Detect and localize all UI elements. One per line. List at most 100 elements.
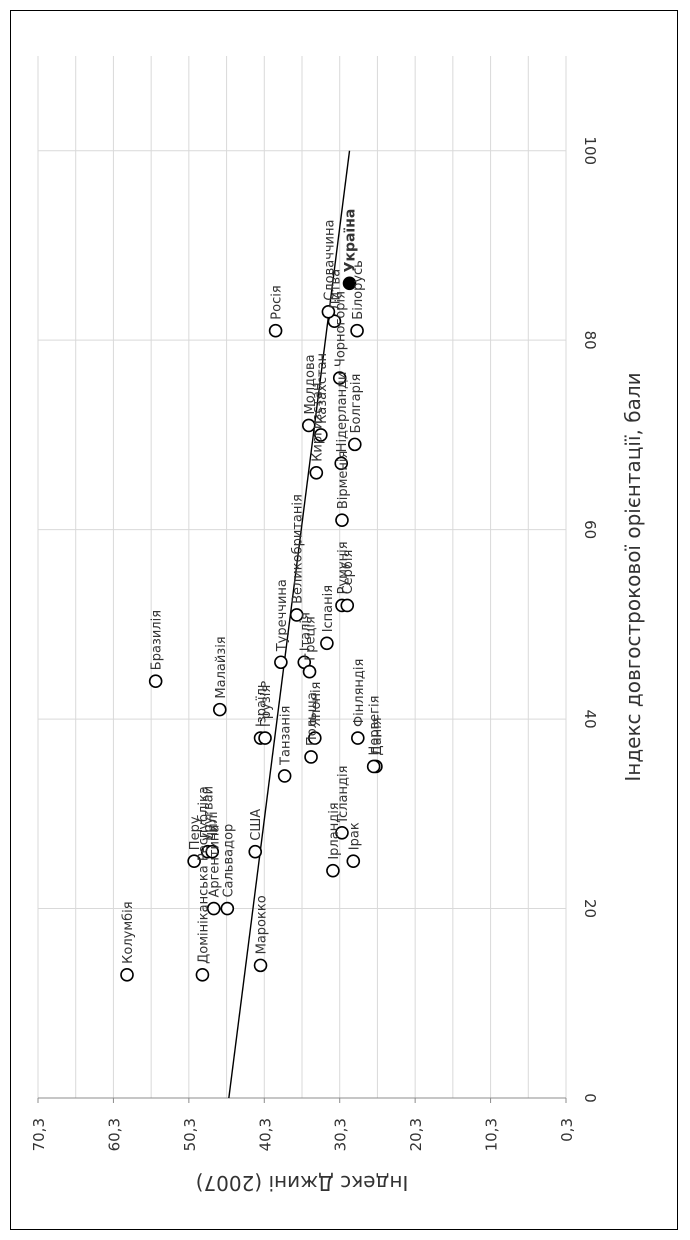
axis-titles: Індекс довгострокової орієнтації, бали Ін…	[196, 372, 645, 1195]
data-point-label: Греція	[304, 616, 319, 660]
data-point	[332, 371, 347, 385]
point-labels: Колумбія Бразилія Малайзія Домініканська Ре…	[121, 209, 385, 964]
data-point	[195, 968, 210, 982]
tick-labels: 0,3 10,3 20,3 30,3 40,3 50,3 60,3 70,3 0 20 40 60 80…	[30, 136, 599, 1151]
data-point	[274, 655, 288, 670]
data-point	[314, 428, 328, 442]
data-point-label: Італія	[298, 612, 313, 651]
grid-lines	[37, 56, 567, 1099]
data-point-label: Чорногорія	[334, 291, 349, 367]
data-point	[334, 456, 349, 471]
data-point-label: Нідерланди	[335, 371, 350, 452]
data-point	[302, 664, 317, 679]
data-point	[289, 608, 304, 622]
data-point-label: Перу	[188, 816, 203, 850]
data-point-label: Колумбія	[121, 901, 136, 963]
data-point	[351, 731, 365, 745]
data-point-label: Україна	[343, 209, 359, 273]
y-tick-label: 60,3	[105, 1118, 123, 1151]
data-point	[309, 465, 324, 480]
data-point	[120, 968, 134, 982]
data-point-label: Уругвай	[202, 786, 217, 841]
data-point	[205, 844, 220, 859]
data-point	[277, 769, 292, 783]
data-point-label: Великобританія	[291, 494, 306, 604]
x-tick-label: 60	[581, 520, 599, 539]
data-point-label: Бразилія	[150, 610, 165, 670]
y-tick-label: 50,3	[181, 1118, 199, 1151]
y-tick-label: 0,3	[558, 1118, 576, 1142]
x-axis-title: Індекс довгострокової орієнтації, бали	[621, 372, 645, 781]
data-point	[350, 323, 364, 338]
data-point-label: Румунія	[336, 541, 351, 594]
data-point	[248, 844, 263, 859]
data-point	[321, 304, 336, 319]
data-point-label: Киргизстан	[310, 382, 325, 461]
data-point-label: Данія	[370, 717, 385, 755]
data-point	[326, 863, 340, 878]
data-point	[258, 731, 272, 745]
y-tick-label: 10,3	[483, 1118, 501, 1151]
data-point	[327, 314, 342, 329]
data-point-label: Литва	[328, 269, 343, 310]
data-point-label: Болгарія	[349, 374, 364, 434]
data-point-label: Фінляндія	[352, 659, 367, 727]
data-point-label: Польща	[305, 692, 320, 746]
data-point	[320, 636, 334, 651]
data-point-label: Ірак	[347, 822, 362, 850]
data-point	[206, 901, 221, 916]
data-points	[120, 276, 383, 982]
x-tick-label: 0	[581, 1093, 599, 1103]
data-point-label: Марокко	[255, 895, 270, 954]
data-point-label: Росія	[270, 285, 285, 319]
x-tick-label: 80	[581, 331, 599, 350]
data-point-label: Грузія	[259, 685, 274, 727]
data-point-label: Аргентина	[208, 825, 223, 898]
data-point	[335, 513, 349, 527]
data-point	[342, 276, 357, 291]
data-point	[335, 825, 349, 840]
data-point-label: Малайзія	[214, 636, 229, 698]
data-point-label: Словаччина	[322, 220, 337, 301]
data-point	[212, 702, 227, 717]
chart-frame	[10, 10, 678, 1230]
data-point-label: Чилі	[206, 811, 221, 840]
data-point-label: Ісландія	[336, 766, 351, 822]
y-tick-label: 20,3	[407, 1118, 425, 1151]
data-point-label: Сальвадор	[221, 824, 236, 898]
data-point-label: Білорусь	[351, 260, 366, 320]
data-point	[301, 418, 316, 433]
y-tick-label: 30,3	[332, 1118, 350, 1151]
data-point	[340, 598, 355, 613]
data-point-label: Туреччина	[275, 579, 290, 652]
data-point-label: Ірландія	[327, 802, 342, 859]
data-point-label: Сербія	[341, 550, 356, 595]
data-point	[268, 323, 283, 338]
data-point	[308, 731, 322, 745]
data-point-label: США	[249, 809, 264, 841]
data-point-label: Японія	[309, 682, 324, 727]
data-point	[347, 437, 362, 452]
data-point	[187, 854, 201, 868]
data-point	[148, 674, 163, 689]
data-point-label: Казахстан	[315, 353, 330, 424]
data-point	[304, 750, 318, 764]
data-point-label: Ізраїль	[255, 680, 270, 727]
x-tick-label: 20	[581, 899, 599, 918]
x-tick-label: 100	[581, 136, 599, 165]
data-point-label: Танзанія	[279, 706, 294, 766]
data-point-label: Молдова	[303, 354, 318, 414]
data-point-label: Домініканська Республіка	[196, 786, 211, 964]
y-tick-label: 40,3	[256, 1118, 274, 1151]
y-axis-title: Індекс Джині (2007)	[196, 1171, 409, 1195]
data-point	[366, 759, 381, 774]
data-point	[346, 854, 361, 868]
data-point-label: Іспанія	[321, 585, 336, 632]
data-point-label: Норвегія	[368, 696, 383, 756]
x-tick-label: 40	[581, 710, 599, 729]
data-point	[220, 901, 235, 916]
y-tick-label: 70,3	[30, 1118, 48, 1151]
axes	[37, 1097, 567, 1103]
